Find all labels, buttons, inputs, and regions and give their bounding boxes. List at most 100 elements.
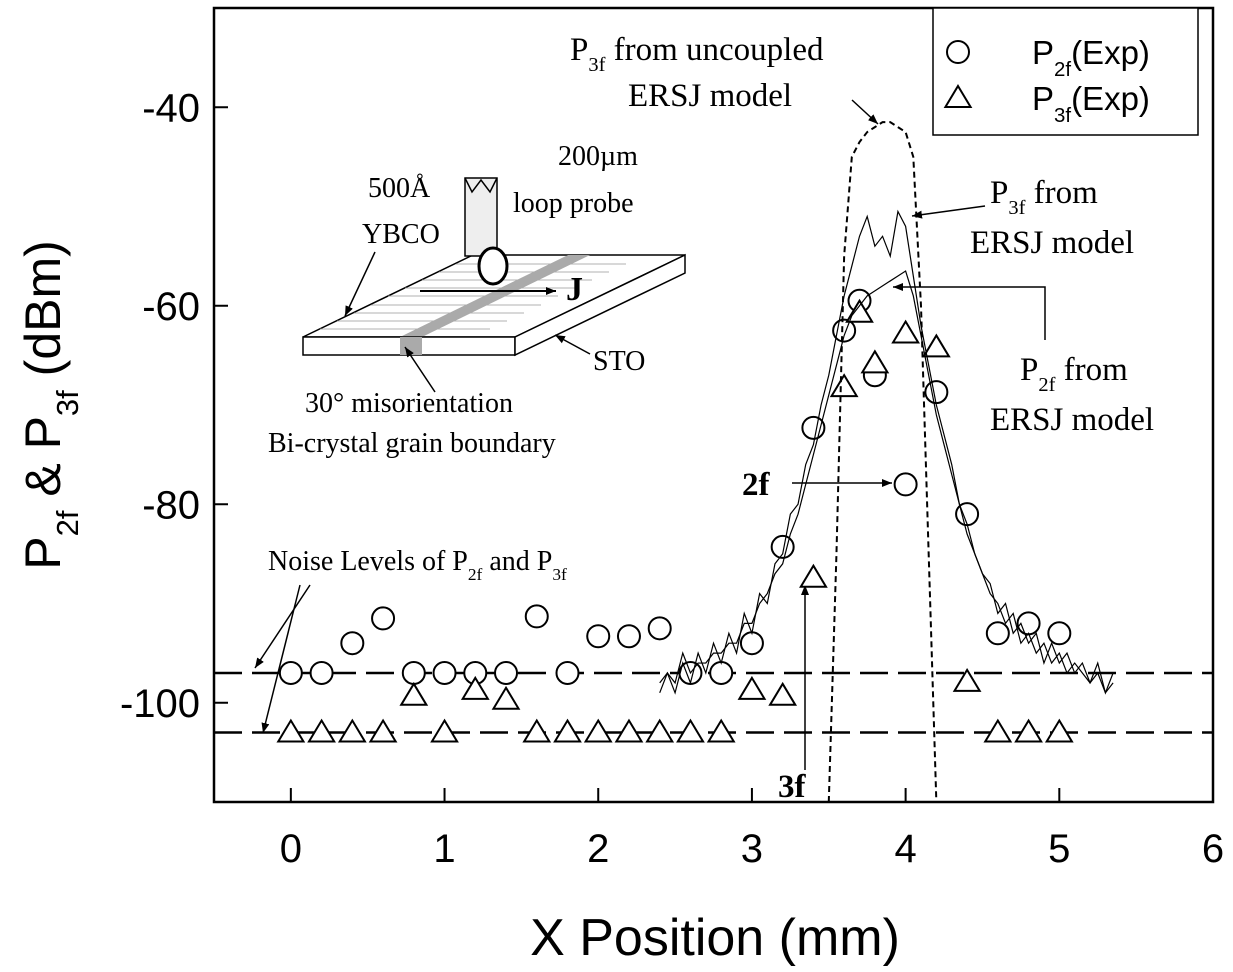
y-tick-label: -60	[142, 285, 200, 329]
text-part: 2f	[742, 467, 771, 503]
annotation: P3f from	[990, 175, 1098, 219]
point	[860, 349, 890, 374]
point	[307, 718, 336, 743]
point	[985, 621, 1010, 646]
point	[801, 415, 826, 440]
annotation: YBCO	[362, 219, 440, 250]
subscript: 2f	[1038, 374, 1055, 396]
point	[614, 718, 644, 743]
subscript: 3f	[50, 390, 85, 416]
subscript: 2f	[50, 510, 85, 536]
x-tick-label: 3	[741, 827, 763, 871]
x-axis-title: X Position (mm)	[530, 909, 900, 967]
annotation: ERSJ model	[628, 78, 792, 114]
point	[491, 685, 521, 710]
point	[278, 660, 303, 685]
point	[676, 718, 705, 743]
subscript: 3f	[588, 54, 605, 76]
text-part: from uncoupled	[605, 32, 824, 68]
text-part: & P	[15, 416, 71, 510]
inset-diagram	[302, 177, 686, 393]
annotation: Bi-crystal grain boundary	[268, 428, 556, 459]
annotation: P2f from	[1020, 352, 1128, 396]
legend-label: P2f(Exp)	[1032, 34, 1150, 81]
point	[368, 718, 398, 743]
point	[706, 718, 736, 743]
x-tick-label: 1	[433, 827, 455, 871]
text-part: 500Å	[368, 173, 431, 204]
legend-marker	[946, 40, 970, 64]
point	[645, 718, 675, 743]
y-axis-title: P2f & P3f (dBm)	[15, 240, 85, 570]
point	[739, 631, 764, 656]
text-part: P	[1032, 34, 1054, 71]
text-part: ERSJ model	[970, 225, 1134, 261]
x-tick-label: 0	[280, 827, 302, 871]
point	[430, 718, 459, 743]
point	[1014, 718, 1043, 743]
point	[309, 660, 334, 685]
point	[891, 319, 920, 344]
point	[401, 660, 426, 685]
point	[924, 380, 949, 405]
text-part: 3f	[778, 769, 807, 805]
point	[983, 718, 1013, 743]
subscript: 3f	[552, 565, 567, 584]
point	[337, 718, 367, 743]
point	[737, 675, 767, 700]
legend-box	[932, 7, 1199, 136]
annotation: STO	[593, 346, 645, 377]
point	[586, 624, 611, 649]
annotation: 200µm	[558, 141, 638, 172]
subscript: 2f	[1054, 58, 1071, 81]
text-part: from	[1055, 352, 1128, 388]
point	[647, 616, 672, 641]
subscript: 2f	[468, 565, 483, 584]
point	[616, 624, 641, 649]
x-tick-label: 4	[894, 827, 916, 871]
text-part: STO	[593, 346, 645, 377]
y-tick-label: -40	[142, 86, 200, 130]
annotation: loop probe	[513, 188, 634, 219]
y-tick-label: -100	[120, 682, 200, 726]
annotation: P3f from uncoupled	[570, 32, 824, 76]
legend-label: P3f(Exp)	[1032, 80, 1150, 127]
point	[340, 631, 365, 656]
text-part: P	[1032, 80, 1054, 117]
annotation: Noise Levels of P2f and P3f	[268, 546, 567, 584]
point	[460, 675, 490, 700]
text-part: J	[566, 271, 583, 308]
text-part: (Exp)	[1071, 34, 1150, 71]
text-part: 200µm	[558, 141, 638, 172]
point	[522, 718, 552, 743]
model-curve	[659, 270, 1114, 695]
subscript: 3f	[1054, 104, 1071, 127]
x-tick-label: 5	[1048, 827, 1070, 871]
legend-marker	[943, 84, 973, 108]
point	[709, 660, 734, 685]
x-tick-label: 6	[1202, 827, 1224, 871]
point	[768, 681, 798, 706]
point	[1047, 621, 1072, 646]
text-part: and P	[482, 546, 552, 577]
point	[432, 660, 457, 685]
text-part: (Exp)	[1071, 80, 1150, 117]
model-curve	[659, 209, 1114, 695]
text-part: Noise Levels of P	[268, 546, 468, 577]
annotation: 500Å	[368, 173, 431, 204]
plot-frame	[212, 6, 1215, 804]
point	[494, 660, 519, 685]
text-part: P	[570, 32, 588, 68]
point	[553, 718, 582, 743]
point	[399, 681, 429, 706]
text-part: from	[1025, 175, 1098, 211]
subscript: 3f	[1008, 197, 1025, 219]
point	[555, 660, 580, 685]
annotation-arrows	[254, 99, 1046, 770]
text-part: P	[15, 536, 71, 569]
x-tick-label: 2	[587, 827, 609, 871]
text-part: ERSJ model	[628, 78, 792, 114]
annotation: ERSJ model	[970, 225, 1134, 261]
point	[829, 373, 859, 398]
